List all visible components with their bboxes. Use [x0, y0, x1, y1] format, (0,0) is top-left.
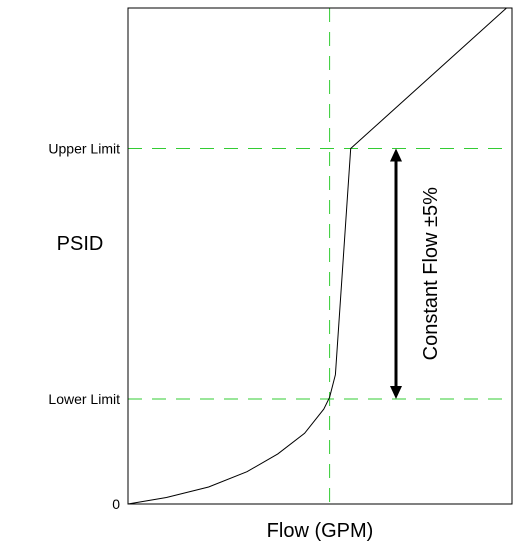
annotation-arrow-head-up	[390, 148, 402, 162]
x-axis-title: Flow (GPM)	[267, 520, 374, 542]
y-tick-labels: 0 Lower Limit Upper Limit	[48, 140, 120, 512]
y-axis-title: PSID	[57, 233, 104, 255]
annotation-arrow-head-down	[390, 385, 402, 399]
constant-flow-annotation: Constant Flow ±5%	[390, 148, 442, 399]
flow-curve-line	[127, 7, 507, 505]
reference-lines	[128, 8, 512, 504]
plot-frame	[127, 7, 513, 505]
annotation-text: Constant Flow ±5%	[420, 187, 442, 360]
y-tick-label-0: 0	[112, 496, 120, 512]
y-tick-label-1: Lower Limit	[48, 391, 120, 407]
y-tick-label-2: Upper Limit	[48, 140, 120, 156]
